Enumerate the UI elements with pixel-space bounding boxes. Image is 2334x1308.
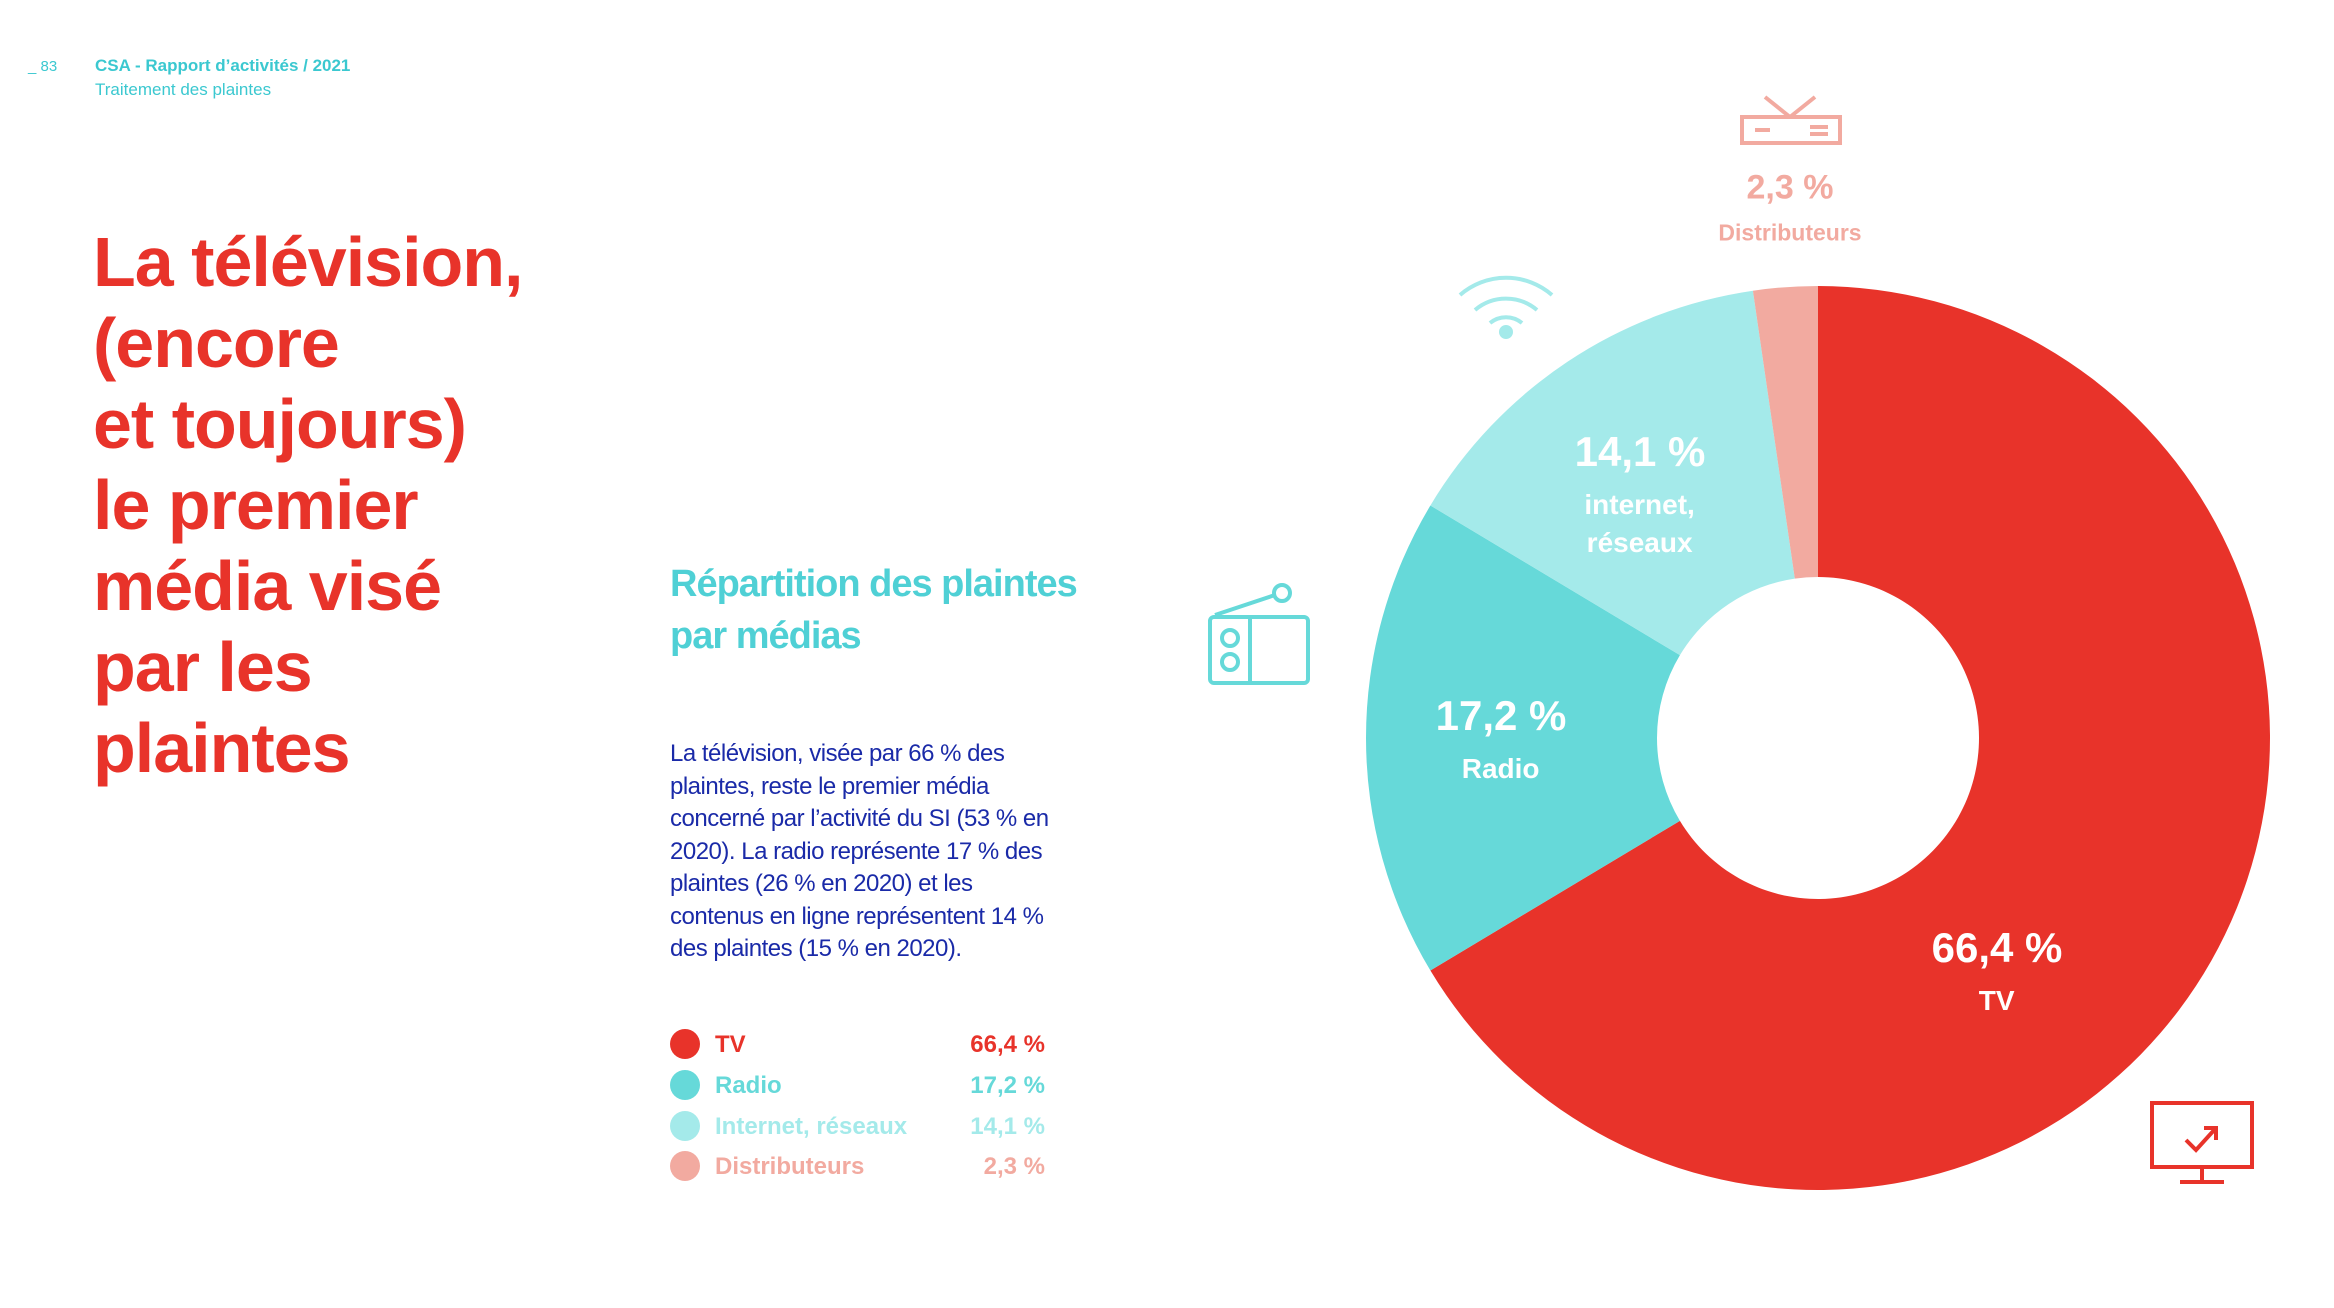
headline-line: média visé	[93, 547, 442, 625]
slice-category-label: TV	[1978, 985, 2015, 1016]
slice-label: 66,4 % TV	[1932, 924, 2063, 1020]
donut-slice	[1366, 505, 1680, 971]
legend-dot	[670, 1029, 700, 1059]
headline-line: La télévision,	[93, 223, 523, 301]
slice-value-label: 17,2 %	[1435, 692, 1567, 739]
icon-tv	[2150, 1101, 2254, 1184]
body-text: La télévision, visée par 66 % des plaint…	[670, 740, 1049, 962]
legend-item: Internet, réseaux 14,1 %	[670, 1109, 1045, 1143]
slice-value-label: 66,4 %	[1931, 924, 2063, 971]
slice-category-label: internet, réseaux	[1584, 489, 1695, 558]
page-number: _ 83	[28, 58, 58, 75]
donut-slice	[1430, 290, 1795, 656]
headline-line: et toujours)	[93, 385, 467, 463]
legend-dot	[670, 1151, 700, 1181]
legend-item: Radio 17,2 %	[670, 1068, 1045, 1102]
icon-decoder	[1740, 95, 1842, 145]
legend-label: Radio	[715, 1072, 782, 1099]
legend-item: TV 66,4 %	[670, 1027, 1045, 1061]
slice-label: 14,1 % internet, réseaux	[1575, 428, 1706, 562]
icon-wifi	[1458, 275, 1554, 339]
chart-title: Répartition des plaintes par médias	[670, 563, 1078, 657]
icon-radio	[1208, 583, 1310, 685]
legend-dot	[670, 1070, 700, 1100]
slice-label: 17,2 % Radio	[1436, 692, 1567, 788]
section-title: Traitement des plaintes	[95, 80, 272, 99]
legend-value: 14,1 %	[970, 1113, 1045, 1140]
legend-label: Internet, réseaux	[715, 1113, 908, 1140]
headline-line: plaintes	[93, 709, 351, 787]
legend-value: 17,2 %	[970, 1072, 1045, 1099]
legend-label: Distributeurs	[715, 1153, 865, 1180]
headline-line: le premier	[93, 466, 419, 544]
legend-value: 2,3 %	[983, 1153, 1045, 1180]
report-title: CSA - Rapport d’activités / 2021	[95, 56, 351, 75]
slice-value-label: 14,1 %	[1574, 428, 1706, 475]
legend-item: Distributeurs 2,3 %	[670, 1149, 1045, 1183]
donut-slice	[1430, 286, 2270, 1191]
legend-label: TV	[715, 1031, 746, 1058]
slice-value-label: 2,3 %	[1746, 168, 1834, 207]
slice-category-label: Radio	[1461, 753, 1540, 784]
legend-dot	[670, 1111, 700, 1141]
headline: La télévision, (encore et toujours) le prem…	[93, 222, 523, 789]
legend-value: 66,4 %	[970, 1031, 1045, 1058]
donut-slice	[1752, 286, 1818, 579]
headline-line: (encore	[93, 304, 340, 382]
slice-label: 2,3 % Distributeurs	[1718, 169, 1861, 252]
headline-line: par les	[93, 628, 313, 706]
slice-category-label: Distributeurs	[1718, 219, 1862, 246]
